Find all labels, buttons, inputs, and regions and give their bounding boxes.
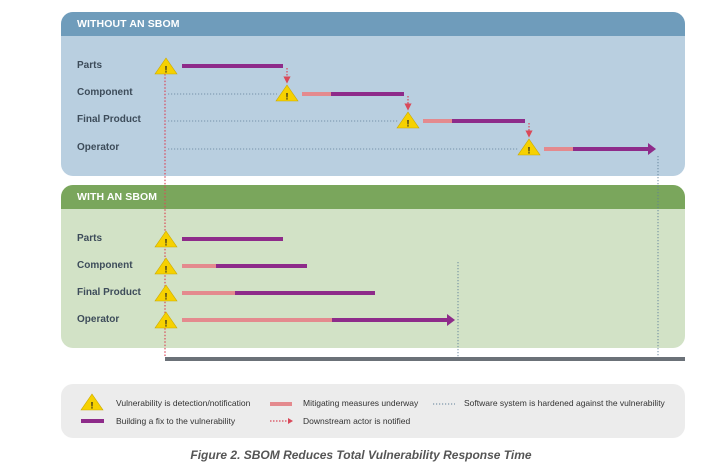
without-parts-fix-bar [182, 64, 283, 68]
figure-caption: Figure 2. SBOM Reduces Total Vulnerabili… [190, 448, 532, 462]
svg-text:!: ! [165, 319, 168, 329]
with-operator-mitigation-bar [182, 318, 332, 322]
without-component-mitigation-bar [302, 92, 331, 96]
without-row-final-product-label: Final Product [77, 114, 141, 125]
legend-warning-icon: ! [80, 393, 104, 411]
svg-text:!: ! [165, 265, 168, 275]
without-parts-warning-icon: ! [154, 57, 178, 75]
with-final-product-fix-bar [235, 291, 375, 295]
with-operator-warning-icon: ! [154, 311, 178, 329]
with-parts-warning-icon: ! [154, 230, 178, 248]
without-operator-fix-arrowhead [648, 143, 656, 155]
timeline-diagram: ! ! ! ! ! ! ! ! [154, 57, 685, 361]
svg-text:!: ! [165, 65, 168, 75]
with-operator-fix-bar [332, 318, 448, 322]
legend-fix-bar-swatch [81, 419, 104, 423]
legend-hardened-label: Software system is hardened against the … [464, 398, 665, 408]
legend-detection-label: Vulnerability is detection/notification [116, 398, 251, 408]
legend-notified-label: Downstream actor is notified [303, 416, 411, 426]
legend-notify-arrowhead [288, 418, 293, 424]
svg-text:!: ! [407, 119, 410, 129]
with-row-final-product-label: Final Product [77, 287, 141, 298]
with-operator-fix-arrowhead [447, 314, 455, 326]
legend-mitigating-label: Mitigating measures underway [303, 398, 419, 408]
timeline-axis [165, 357, 685, 361]
legend-box: ! Vulnerability is detection/notificatio… [61, 384, 685, 438]
svg-text:!: ! [286, 92, 289, 102]
without-final-product-fix-bar [452, 119, 525, 123]
without-final-product-mitigation-bar [423, 119, 452, 123]
legend-building-fix-label: Building a fix to the vulnerability [116, 416, 236, 426]
svg-text:!: ! [165, 238, 168, 248]
without-row-parts-label: Parts [77, 60, 103, 71]
without-operator-fix-bar [573, 147, 649, 151]
with-component-warning-icon: ! [154, 257, 178, 275]
svg-text:!: ! [528, 146, 531, 156]
without-row-operator-label: Operator [77, 142, 120, 153]
with-row-operator-label: Operator [77, 314, 120, 325]
without-row-component-label: Component [77, 87, 133, 98]
legend-symbols: ! [80, 393, 455, 424]
with-parts-fix-bar [182, 237, 283, 241]
without-final-product-warning-icon: ! [396, 111, 420, 129]
with-component-fix-bar [216, 264, 307, 268]
with-row-component-label: Component [77, 260, 133, 271]
without-sbom-header: WITHOUT AN SBOM [61, 12, 685, 36]
without-operator-mitigation-bar [544, 147, 573, 151]
without-operator-warning-icon: ! [517, 138, 541, 156]
svg-text:!: ! [165, 292, 168, 302]
with-final-product-warning-icon: ! [154, 284, 178, 302]
legend-mitigation-swatch [270, 402, 292, 406]
without-component-fix-bar [331, 92, 404, 96]
without-component-warning-icon: ! [275, 84, 299, 102]
with-final-product-mitigation-bar [182, 291, 235, 295]
with-row-parts-label: Parts [77, 233, 103, 244]
svg-text:!: ! [91, 401, 94, 411]
with-component-mitigation-bar [182, 264, 216, 268]
